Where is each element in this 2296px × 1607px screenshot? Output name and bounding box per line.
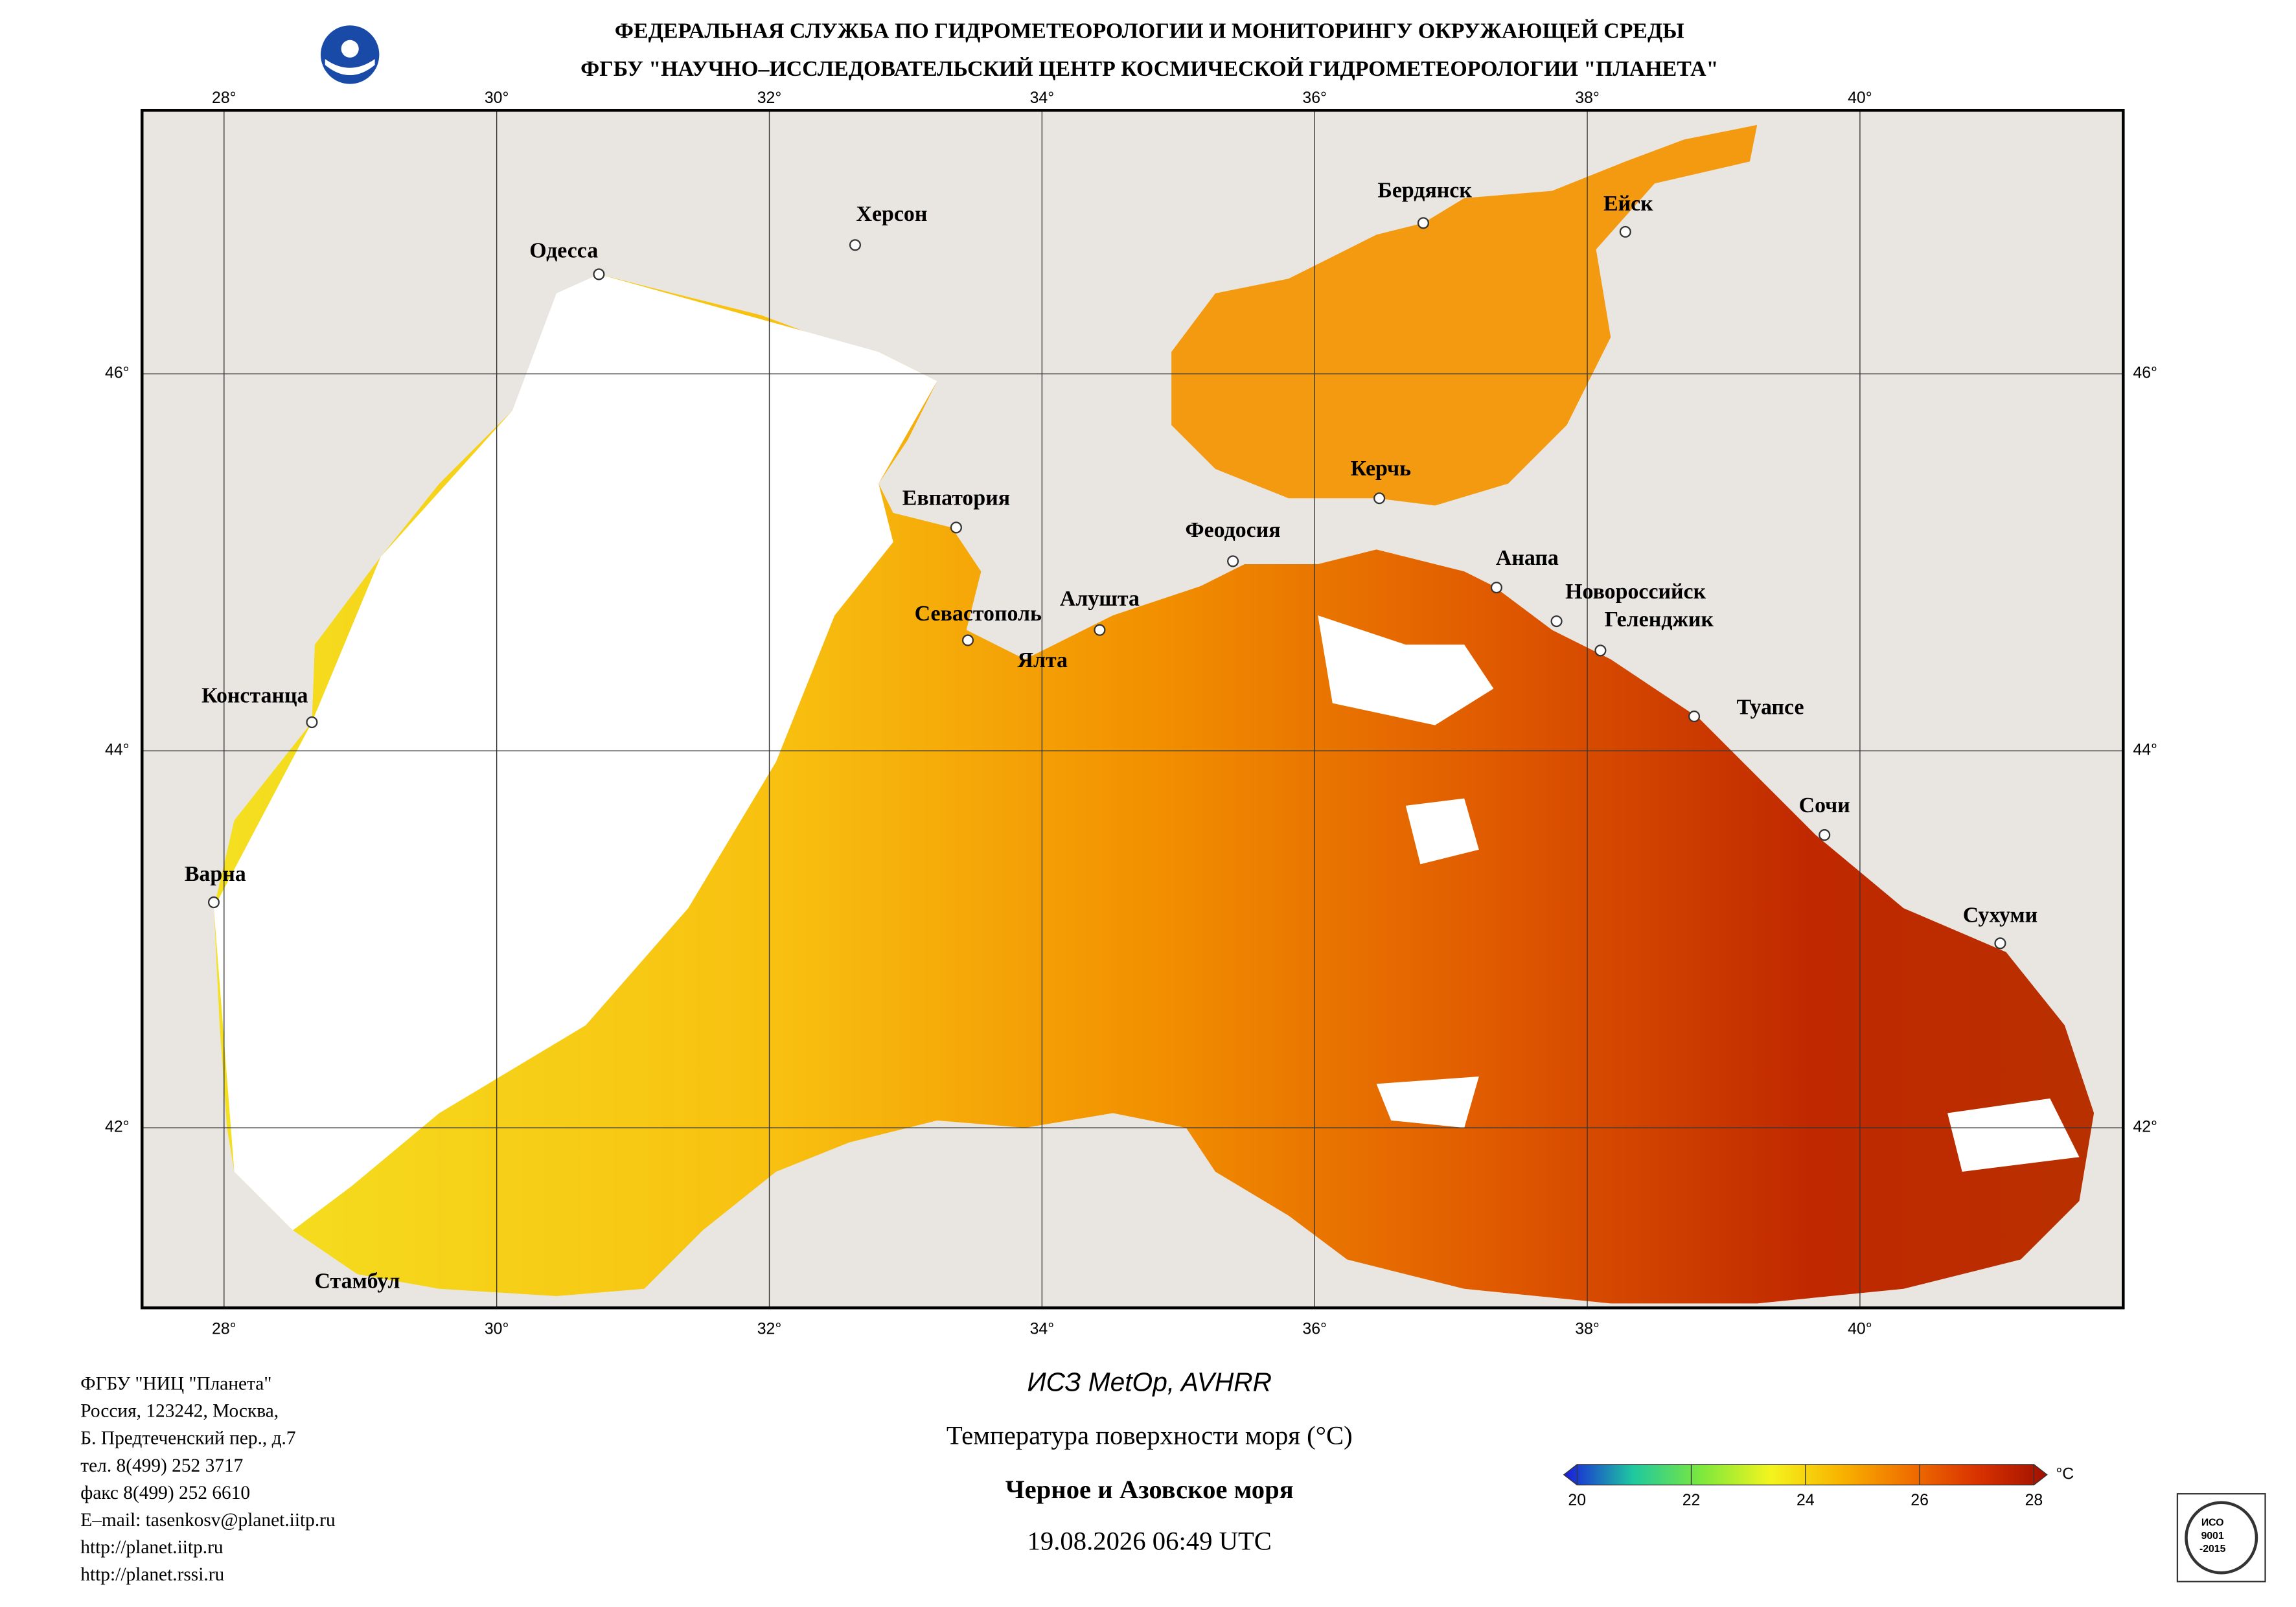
lon-tick-label: 40° xyxy=(1848,1320,1872,1338)
colorbar-tick-label: 20 xyxy=(1568,1491,1586,1509)
city-label: Сухуми xyxy=(1963,903,2038,927)
contact-line: Б. Предтеченский пер., д.7 xyxy=(80,1428,295,1449)
city-label: Одесса xyxy=(529,238,598,262)
cert-text: -2015 xyxy=(2199,1544,2226,1555)
parameter: Температура поверхности моря (°C) xyxy=(947,1421,1353,1450)
contact-line: факс 8(499) 252 6610 xyxy=(80,1483,250,1503)
region: Черное и Азовское моря xyxy=(1005,1475,1294,1504)
city-label: Феодосия xyxy=(1186,518,1281,542)
header-subtitle: ФГБУ "НАУЧНО–ИССЛЕДОВАТЕЛЬСКИЙ ЦЕНТР КОС… xyxy=(580,57,1718,81)
city-label: Ейск xyxy=(1603,192,1653,216)
city-label: Стамбул xyxy=(315,1269,400,1293)
lat-tick-label: 44° xyxy=(105,741,130,759)
header-title: ФЕДЕРАЛЬНАЯ СЛУЖБА ПО ГИДРОМЕТЕОРОЛОГИИ … xyxy=(615,19,1684,43)
lon-tick-label: 36° xyxy=(1302,1320,1327,1338)
city-dot xyxy=(849,239,861,251)
city-dot xyxy=(1594,644,1607,657)
city-label: Керчь xyxy=(1351,457,1411,481)
city-dot xyxy=(207,896,220,909)
lon-tick-label: 40° xyxy=(1848,89,1872,107)
city-label: Новороссийск xyxy=(1565,580,1706,604)
city-label: Евпатория xyxy=(902,486,1010,510)
contact-line: http://planet.rssi.ru xyxy=(80,1564,224,1585)
city-label: Сочи xyxy=(1799,793,1850,817)
lon-tick-label: 28° xyxy=(212,89,236,107)
city-label: Бердянск xyxy=(1377,179,1472,203)
lon-tick-label: 32° xyxy=(757,1320,782,1338)
colorbar-tick-label: 26 xyxy=(1911,1491,1929,1509)
map-frame xyxy=(140,109,2125,1310)
cert-text: ИСО xyxy=(2201,1518,2224,1529)
lon-tick-label: 30° xyxy=(485,1320,509,1338)
city-label: Севастополь xyxy=(915,602,1042,626)
lon-tick-label: 28° xyxy=(212,1320,236,1338)
lat-tick-label: 42° xyxy=(105,1118,130,1136)
lat-tick-label: 44° xyxy=(2133,741,2157,759)
cloud-area xyxy=(1318,615,2080,1172)
contact-line: Россия, 123242, Москва, xyxy=(80,1401,279,1422)
city-label: Ялта xyxy=(1018,648,1068,672)
city-label: Геленджик xyxy=(1605,608,1714,632)
lat-tick-label: 46° xyxy=(2133,364,2157,382)
city-dot xyxy=(1550,615,1563,628)
lon-tick-label: 36° xyxy=(1302,89,1327,107)
city-dot xyxy=(1094,624,1106,636)
certificate: ИСО 9001 -2015 xyxy=(2176,1493,2266,1582)
logo xyxy=(320,25,380,84)
lon-tick-label: 38° xyxy=(1575,89,1600,107)
contact-line: ФГБУ "НИЦ "Планета" xyxy=(80,1374,271,1395)
lon-tick-label: 34° xyxy=(1030,1320,1055,1338)
lon-tick-label: 32° xyxy=(757,89,782,107)
city-dot xyxy=(1819,829,1831,841)
datetime: 19.08.2026 06:49 UTC xyxy=(1027,1526,1272,1555)
city-dot xyxy=(1373,492,1386,505)
city-dot xyxy=(961,634,974,646)
city-dot xyxy=(1619,225,1631,238)
cert-text: 9001 xyxy=(2201,1531,2224,1542)
lat-tick-label: 42° xyxy=(2133,1118,2157,1136)
city-dot xyxy=(593,268,605,280)
city-dot xyxy=(1417,217,1429,229)
city-label: Констанца xyxy=(201,683,308,707)
city-label: Туапсе xyxy=(1737,695,1804,719)
city-label: Варна xyxy=(185,862,246,886)
satellite: ИСЗ MetOp, AVHRR xyxy=(1027,1367,1272,1396)
contact-line: http://planet.iitp.ru xyxy=(80,1537,224,1558)
city-dot xyxy=(1688,710,1701,723)
city-label: Херсон xyxy=(856,202,928,226)
lon-tick-label: 30° xyxy=(485,89,509,107)
lon-tick-label: 38° xyxy=(1575,1320,1600,1338)
contact-line: тел. 8(499) 252 3717 xyxy=(80,1455,243,1476)
colorbar-tick-label: 24 xyxy=(1797,1491,1815,1509)
city-dot xyxy=(1490,582,1502,594)
contact-line: E–mail: tasenkosv@planet.iitp.ru xyxy=(80,1510,336,1531)
city-label: Анапа xyxy=(1496,546,1559,570)
azov-sea xyxy=(1171,124,1758,506)
no-data-area xyxy=(213,274,937,1231)
city-dot xyxy=(1994,937,2006,950)
lat-tick-label: 46° xyxy=(105,364,130,382)
city-dot xyxy=(950,521,962,534)
city-dot xyxy=(1227,555,1239,567)
lon-tick-label: 34° xyxy=(1030,89,1055,107)
city-dot xyxy=(306,716,318,729)
colorbar-unit: °C xyxy=(2056,1465,2074,1483)
colorbar-tick-label: 28 xyxy=(2025,1491,2043,1509)
colorbar-tick-label: 22 xyxy=(1682,1491,1701,1509)
city-label: Алушта xyxy=(1060,587,1140,611)
